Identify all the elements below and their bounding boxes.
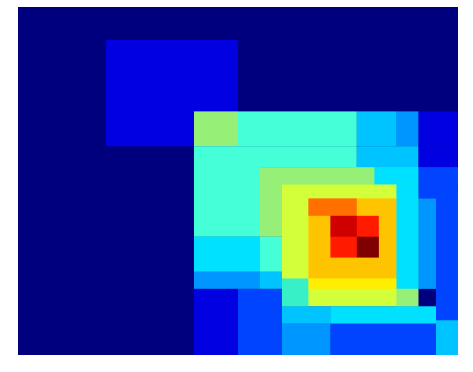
heatmap-cell-29 [396, 288, 419, 307]
heatmap-cell-36 [330, 323, 436, 355]
heatmap-cell-31 [194, 288, 238, 355]
heatmap-cell-22 [330, 215, 357, 237]
heatmap-cell-10 [260, 167, 282, 237]
heatmap-cell-1 [194, 111, 238, 147]
heatmap-cell-12 [374, 167, 419, 185]
heatmap-cell-7 [260, 146, 357, 168]
heatmap-cell-37 [436, 320, 458, 355]
heatmap-cell-30 [308, 278, 397, 289]
heatmap-cell-35 [282, 323, 331, 355]
heatmap-cell-15 [194, 271, 260, 289]
heatmap-cell-3 [356, 111, 397, 147]
heatmap-cell-24 [396, 184, 419, 289]
heatmap-cells [106, 40, 458, 355]
heatmap-cell-16 [260, 236, 282, 272]
heatmap-cell-6 [194, 146, 260, 237]
heatmap-cell-13 [418, 167, 458, 185]
heatmap-cell-4 [396, 111, 419, 147]
heatmap-cell-28 [282, 278, 309, 307]
heatmap-cell-20 [308, 198, 357, 216]
heatmap-cell-5 [418, 111, 458, 147]
heatmap-cell-32 [238, 288, 282, 355]
heatmap-cell-8 [356, 146, 419, 168]
heatmap-cell-33 [282, 306, 331, 324]
heatmap-cell-26 [436, 184, 458, 321]
heatmap-cell-23 [356, 236, 379, 258]
heatmap-cell-17 [260, 271, 282, 289]
heatmap-cell-27 [418, 184, 458, 199]
heatmap-cell-9 [418, 146, 458, 168]
heatmap-cell-25 [418, 198, 436, 289]
heatmap-cell-14 [194, 236, 260, 272]
heatmap-cell-2 [238, 111, 357, 147]
heatmap-cell-34 [330, 306, 436, 324]
